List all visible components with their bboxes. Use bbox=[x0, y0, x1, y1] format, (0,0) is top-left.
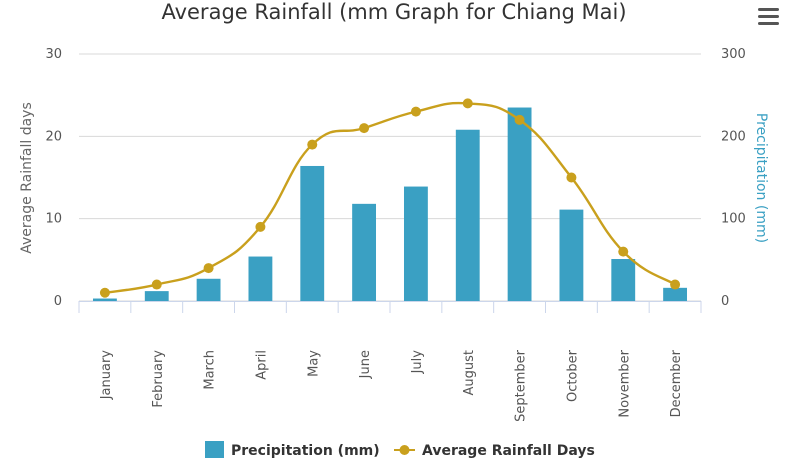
legend-item-rainfall-days[interactable]: Average Rainfall Days bbox=[394, 443, 595, 459]
legend: Precipitation (mm) Average Rainfall Days bbox=[205, 441, 595, 459]
left-tick-label: 30 bbox=[45, 47, 62, 62]
x-label-november: November bbox=[617, 349, 632, 417]
line-point-december[interactable] bbox=[670, 279, 681, 290]
line-point-july[interactable] bbox=[410, 106, 421, 117]
chart-title: Average Rainfall (mm Graph for Chiang Ma… bbox=[161, 0, 626, 24]
left-tick-label: 20 bbox=[45, 129, 62, 144]
bar-august[interactable] bbox=[455, 129, 480, 301]
right-tick-label: 200 bbox=[721, 129, 746, 144]
bar-july[interactable] bbox=[403, 186, 428, 301]
bar-april[interactable] bbox=[248, 256, 273, 301]
left-tick-label: 10 bbox=[45, 212, 62, 227]
legend-label-precipitation: Precipitation (mm) bbox=[231, 443, 380, 459]
x-label-july: July bbox=[410, 350, 425, 375]
x-label-august: August bbox=[462, 350, 477, 396]
bar-january[interactable] bbox=[92, 298, 117, 301]
bar-october[interactable] bbox=[559, 209, 584, 301]
legend-label-rainfall-days: Average Rainfall Days bbox=[422, 443, 595, 459]
legend-marker-swatch bbox=[399, 445, 410, 455]
precipitation-bars bbox=[92, 107, 688, 302]
x-label-february: February bbox=[151, 350, 166, 408]
bar-november[interactable] bbox=[611, 259, 636, 301]
hamburger-menu-icon[interactable] bbox=[752, 2, 782, 30]
x-label-june: June bbox=[358, 350, 373, 379]
bar-december[interactable] bbox=[663, 287, 688, 301]
line-point-january[interactable] bbox=[99, 287, 110, 298]
line-point-august[interactable] bbox=[462, 98, 473, 109]
legend-bar-swatch bbox=[205, 441, 224, 458]
x-label-may: May bbox=[306, 350, 321, 377]
x-axis bbox=[78, 301, 702, 313]
line-point-may[interactable] bbox=[307, 139, 318, 150]
rainfall-days-spline bbox=[104, 101, 676, 294]
rainfall-days-line bbox=[99, 98, 681, 298]
bar-march[interactable] bbox=[196, 278, 221, 301]
x-label-october: October bbox=[565, 349, 580, 402]
left-axis-ticks: 0 10 20 30 bbox=[45, 47, 62, 309]
right-tick-label: 100 bbox=[721, 212, 746, 227]
right-axis-ticks: 0 100 200 300 bbox=[721, 47, 746, 309]
line-point-march[interactable] bbox=[203, 263, 214, 274]
line-point-september[interactable] bbox=[514, 114, 525, 125]
line-point-october[interactable] bbox=[566, 172, 577, 183]
line-point-april[interactable] bbox=[255, 221, 266, 232]
x-label-january: January bbox=[99, 350, 114, 401]
legend-item-precipitation[interactable]: Precipitation (mm) bbox=[205, 441, 380, 459]
bar-may[interactable] bbox=[300, 165, 325, 301]
bar-february[interactable] bbox=[144, 291, 169, 301]
gridlines bbox=[79, 53, 701, 302]
x-label-december: December bbox=[669, 349, 684, 417]
line-point-february[interactable] bbox=[151, 279, 162, 290]
bar-june[interactable] bbox=[352, 203, 377, 301]
x-label-september: September bbox=[514, 349, 529, 422]
x-label-april: April bbox=[254, 350, 269, 380]
right-tick-label: 0 bbox=[721, 294, 729, 309]
line-point-november[interactable] bbox=[618, 246, 629, 257]
line-point-june[interactable] bbox=[359, 123, 370, 134]
left-tick-label: 0 bbox=[54, 294, 62, 309]
right-tick-label: 300 bbox=[721, 47, 746, 62]
right-axis-title: Precipitation (mm) bbox=[753, 113, 769, 243]
bar-september[interactable] bbox=[507, 107, 532, 302]
x-axis-labels: January February March April May June July Augu… bbox=[99, 349, 684, 422]
x-label-march: March bbox=[203, 350, 218, 390]
left-axis-title: Average Rainfall days bbox=[19, 102, 35, 253]
